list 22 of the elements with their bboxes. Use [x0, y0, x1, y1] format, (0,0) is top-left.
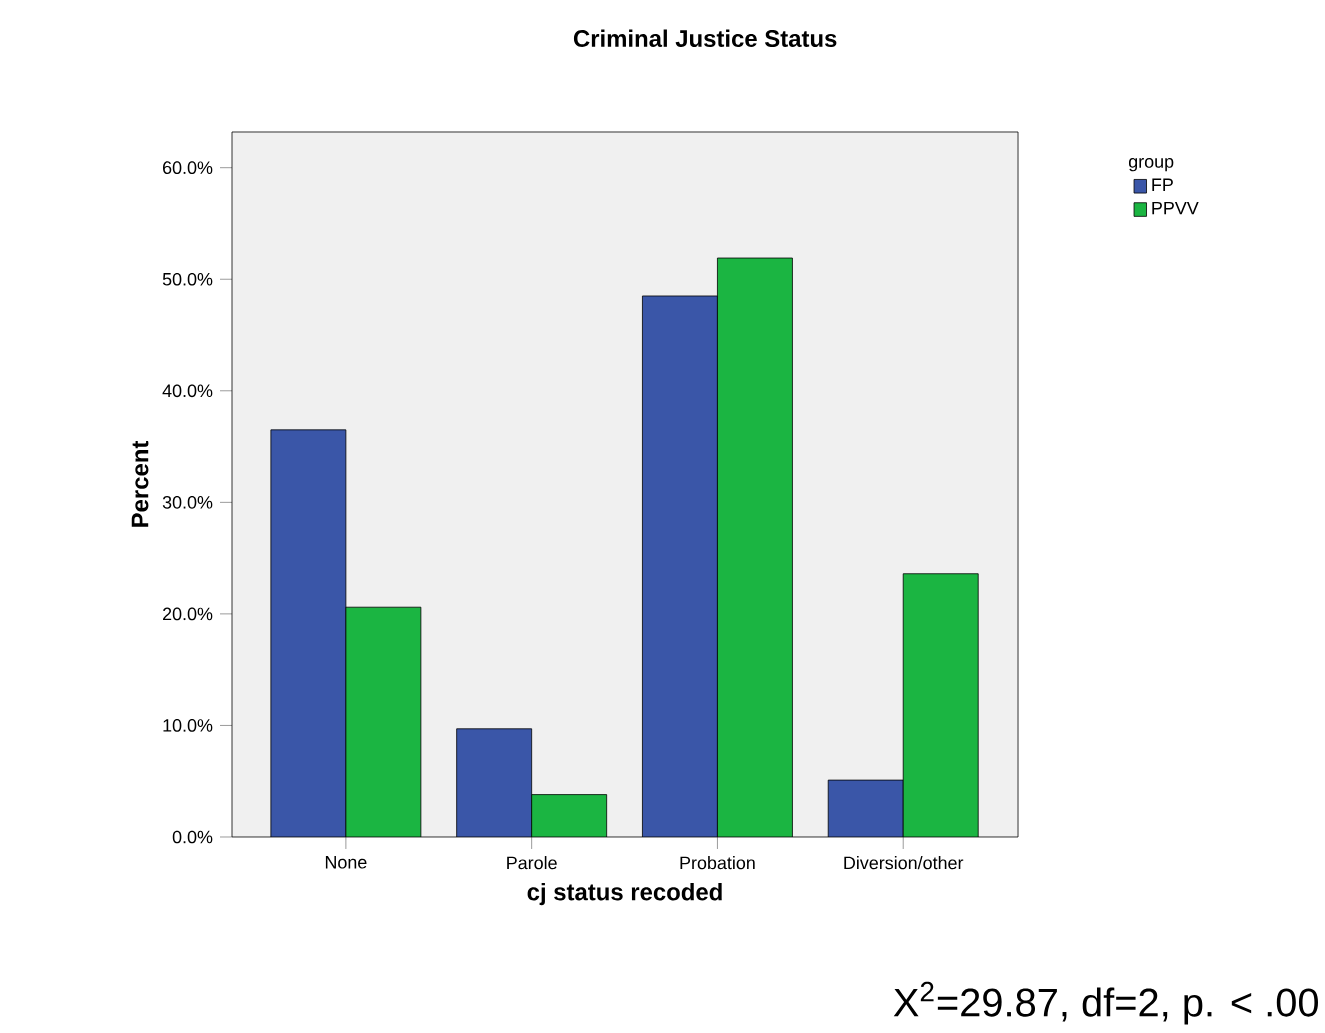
y-tick-label: 50.0%	[162, 272, 213, 286]
y-tick-label: 40.0%	[162, 384, 213, 398]
x-axis-title: cj status recoded	[527, 882, 722, 906]
legend-label: FP	[1152, 178, 1173, 191]
y-tick-label: 10.0%	[163, 719, 213, 732]
y-tick-label: 60.0%	[163, 161, 213, 175]
bar	[902, 573, 979, 837]
x-tick-label: Probation	[680, 856, 755, 870]
legend-label: PPVV	[1152, 201, 1199, 215]
x-tick-label: Diversion/other	[844, 856, 964, 870]
bar	[345, 606, 422, 837]
bar	[717, 257, 793, 837]
y-tick-label: 20.0%	[163, 607, 213, 621]
bar	[531, 794, 608, 837]
legend-title: group	[1128, 157, 1174, 172]
y-axis-title: Percent	[131, 440, 149, 527]
y-tick-label: 30.0%	[162, 495, 213, 509]
y-tick-label: 0.0%	[172, 830, 213, 844]
x-tick-label: Parole	[507, 856, 557, 870]
chart-title: Criminal Justice Status	[573, 29, 837, 48]
text: X$^{2}$=29.87, df=2, p. < .00	[893, 981, 1318, 1025]
x-tick-label: None	[325, 856, 367, 869]
